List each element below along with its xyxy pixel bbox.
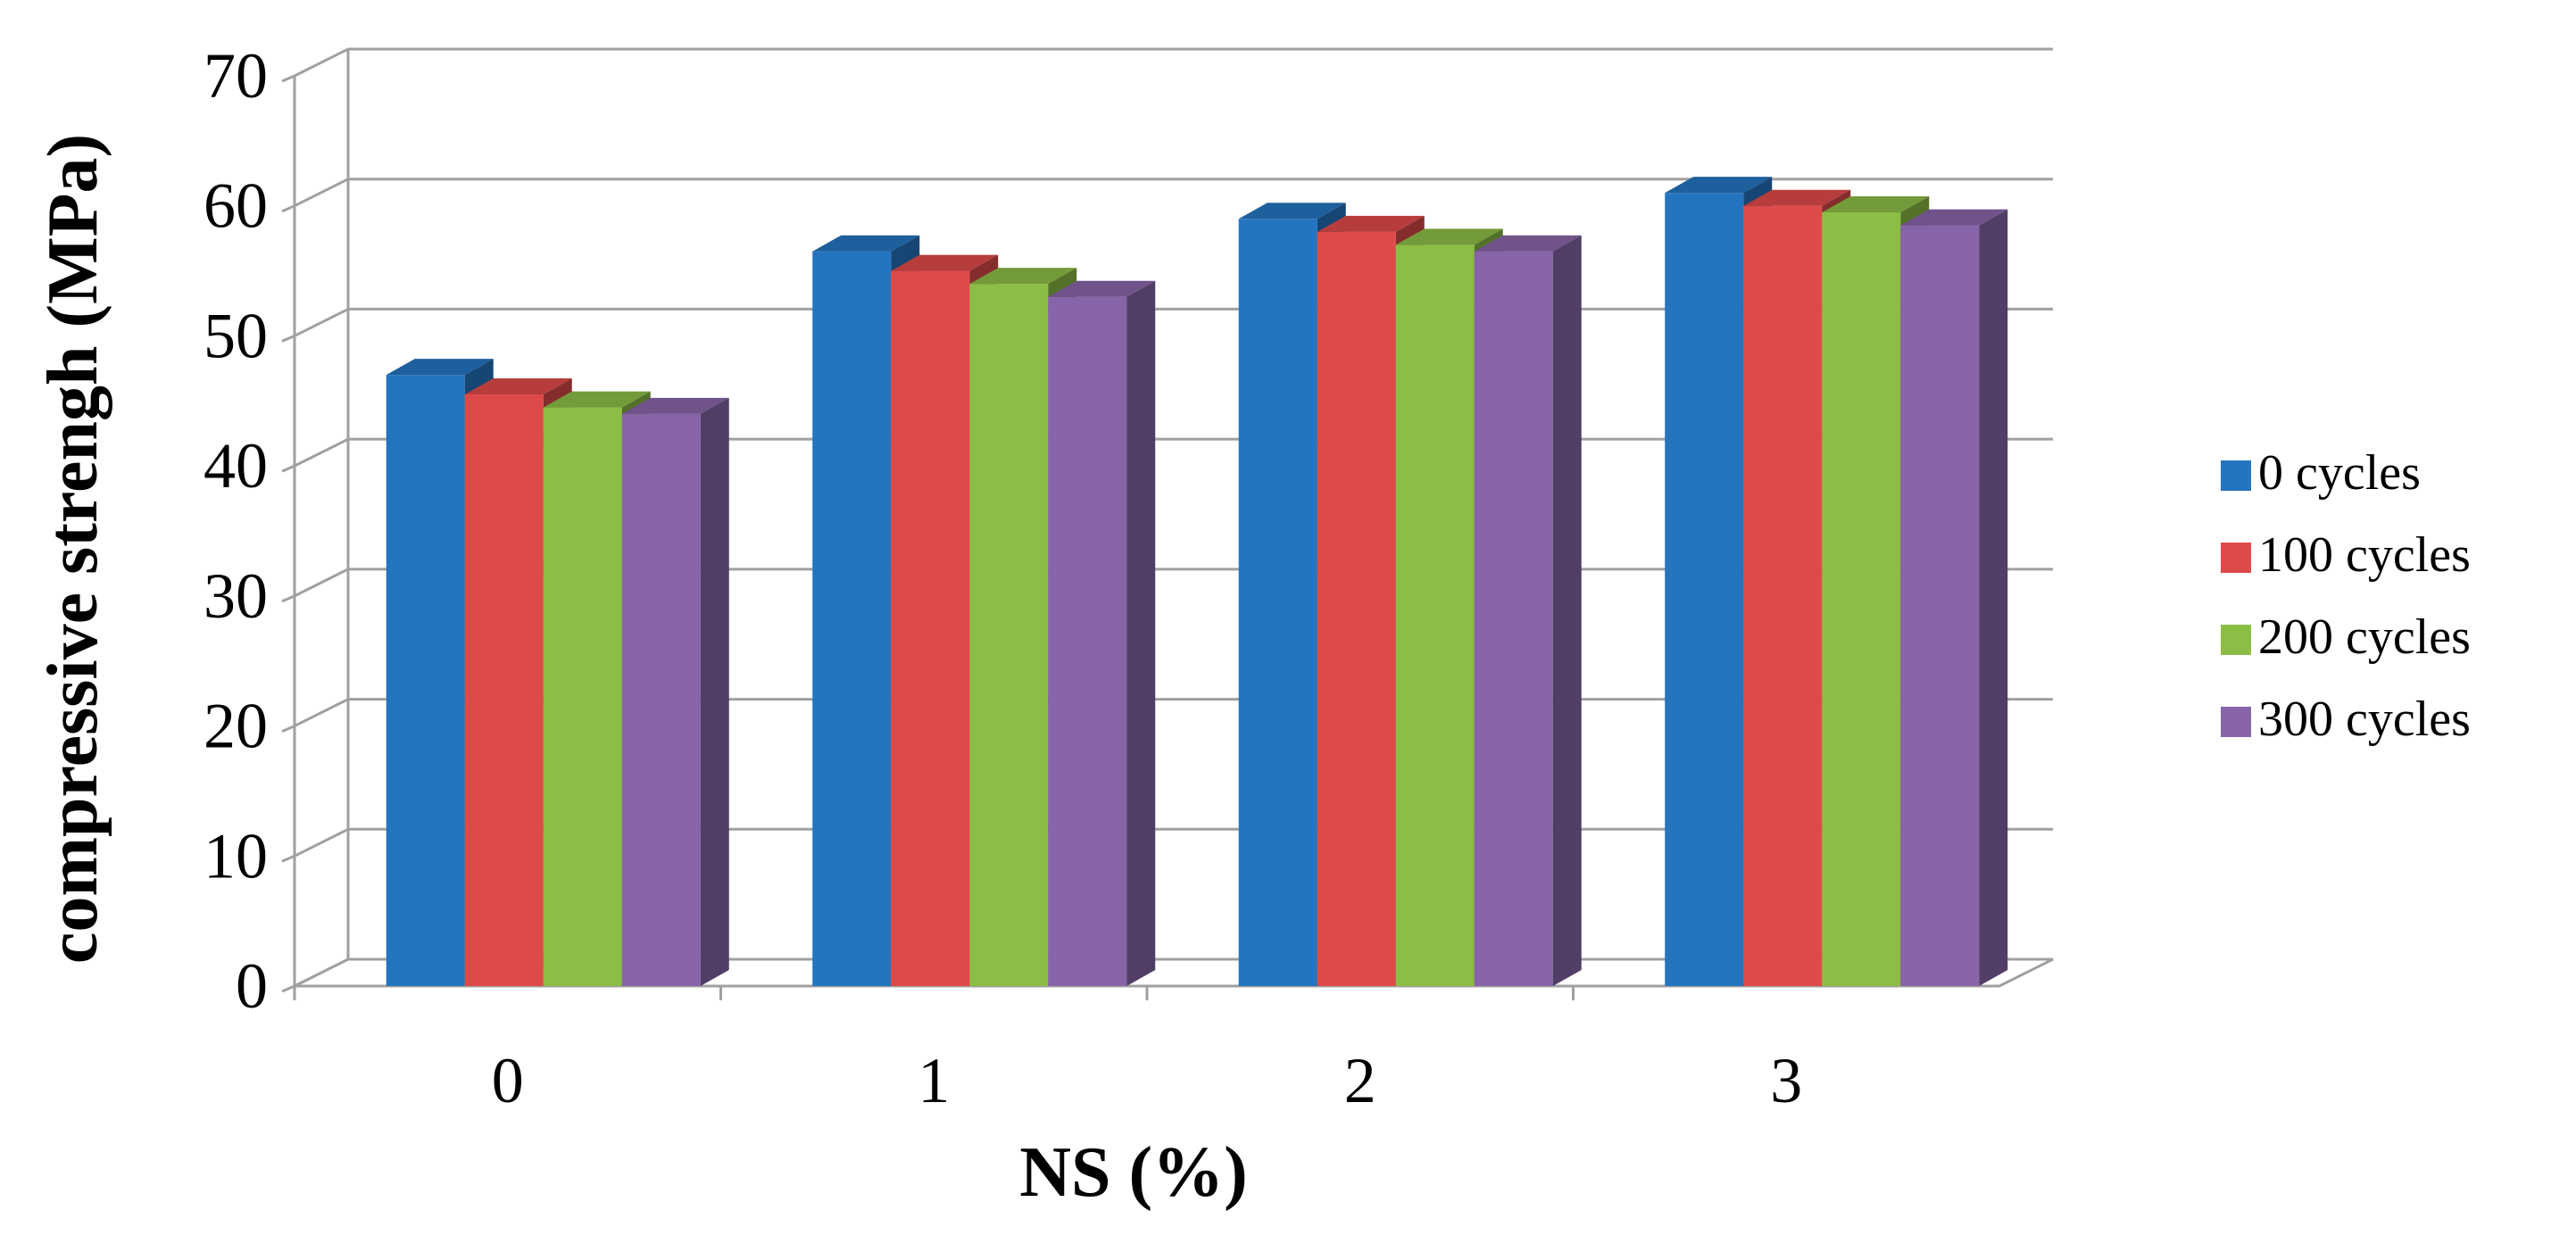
x-axis-title: NS (%)	[1019, 1133, 1248, 1212]
bar-top	[386, 359, 494, 376]
bar-front	[969, 284, 1049, 987]
legend-swatch	[2221, 460, 2251, 491]
bar-front	[386, 375, 465, 987]
bar-top	[464, 378, 572, 394]
bar-front	[1474, 251, 1553, 986]
y-tick-label: 0	[236, 950, 268, 1022]
gridline-side	[294, 827, 349, 858]
y-tick-mark	[281, 74, 295, 83]
bar-front	[891, 270, 970, 987]
bar-front	[621, 413, 701, 986]
bars-layer	[386, 177, 2008, 987]
bar-top	[812, 235, 920, 252]
legend-swatch	[2221, 707, 2251, 737]
y-tick-mark	[281, 335, 295, 343]
bar	[1474, 235, 1582, 986]
gridline-side	[294, 568, 349, 598]
bar-side	[1552, 235, 1582, 986]
bar	[1900, 209, 2008, 987]
x-tick-labels: 0 1 2 3	[492, 1045, 1803, 1116]
x-tick-label: 0	[492, 1045, 524, 1116]
bar-front	[1822, 212, 1901, 986]
bar-top	[543, 391, 651, 408]
y-tick-mark	[281, 725, 295, 733]
y-tick-label: 10	[204, 820, 268, 891]
x-tick-label: 3	[1770, 1045, 1802, 1116]
y-tick-mark	[281, 984, 295, 993]
y-tick-label: 20	[204, 691, 268, 762]
y-tick-mark	[281, 854, 295, 863]
legend-label: 0 cycles	[2258, 445, 2421, 501]
legend-label: 200 cycles	[2258, 609, 2471, 665]
y-tick-label: 40	[204, 430, 268, 502]
x-tick-label: 1	[918, 1045, 950, 1116]
y-tick-mark	[281, 464, 295, 473]
bar-top	[891, 254, 999, 271]
bar-front	[1317, 231, 1396, 986]
bar-top	[1474, 235, 1582, 252]
gridline-side	[294, 957, 349, 988]
bar-top	[1048, 280, 1156, 297]
y-axis-title: compressive strengh (MPa)	[34, 134, 112, 964]
bar-front	[543, 407, 622, 987]
bar-front	[812, 251, 892, 986]
bar	[1048, 280, 1156, 986]
legend-swatch	[2221, 543, 2251, 573]
gridline-side	[294, 47, 349, 78]
bar-front	[1900, 225, 1980, 987]
y-tick-label: 60	[204, 170, 268, 242]
bar-front	[1048, 296, 1127, 986]
legend: 0 cycles 100 cycles 200 cycles 300 cycles	[2221, 445, 2471, 747]
bar-side	[1979, 209, 2008, 987]
bar-front	[1238, 219, 1317, 987]
bar-top	[969, 268, 1077, 285]
gridline-side	[294, 308, 349, 337]
x-tick-label: 2	[1344, 1045, 1376, 1116]
legend-label: 100 cycles	[2258, 527, 2471, 583]
bar-top	[1317, 215, 1425, 232]
legend-swatch	[2221, 625, 2251, 655]
legend-label: 300 cycles	[2258, 692, 2471, 747]
gridline-side	[294, 698, 349, 727]
bar-front	[464, 394, 544, 986]
bar	[621, 397, 729, 986]
bar-front	[1395, 245, 1475, 986]
bar-top	[1665, 177, 1773, 194]
bar-top	[1743, 189, 1851, 206]
y-tick-label: 70	[204, 40, 268, 112]
bar-top	[621, 397, 729, 414]
y-tick-label: 50	[204, 300, 268, 371]
y-tick-label: 30	[204, 560, 268, 632]
y-tick-labels: 0 10 20 30 40 50 60 70	[204, 40, 268, 1022]
gridline-side	[294, 437, 349, 468]
bar-top	[1900, 209, 2008, 226]
gridline-side	[294, 178, 349, 208]
bar-front	[1743, 205, 1823, 986]
bar-top	[1238, 203, 1346, 220]
bar-side	[1126, 280, 1156, 986]
y-tick-mark	[281, 594, 295, 603]
bar-front	[1665, 193, 1744, 987]
bar-top	[1822, 196, 1930, 212]
bar-top	[1395, 228, 1503, 245]
y-tick-mark	[281, 204, 295, 213]
bar-side	[700, 397, 729, 986]
